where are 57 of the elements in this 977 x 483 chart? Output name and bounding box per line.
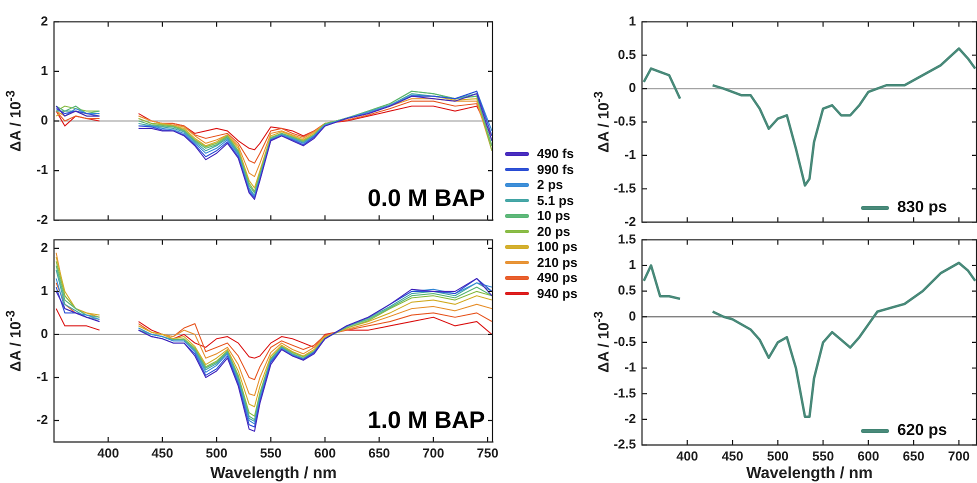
y-tick-label: -2 <box>36 212 48 227</box>
y-tick-label: -1 <box>36 162 48 178</box>
annotation: 0.0 M BAP <box>368 185 485 212</box>
x-tick-label: 550 <box>812 448 834 464</box>
y-tick-label: 1 <box>40 62 48 78</box>
x-tick-label: 450 <box>152 445 174 460</box>
y-tick-label: -2 <box>36 412 48 428</box>
legend-label: 5.1 ps <box>537 192 574 208</box>
y-tick-label: -1.5 <box>614 385 636 400</box>
legend-label: 20 ps <box>537 224 570 239</box>
legend-label: 620 ps <box>897 422 947 440</box>
y-tick-label: -0.5 <box>614 334 636 349</box>
y-tick-label: 1 <box>628 257 636 272</box>
x-tick-label: 500 <box>206 445 228 460</box>
y-tick-label: -1 <box>624 146 636 162</box>
y-tick-label: -1 <box>36 369 48 384</box>
x-tick-label: 400 <box>676 448 698 464</box>
y-tick-label: -2 <box>624 410 636 426</box>
y-tick-label: -0.5 <box>614 114 636 129</box>
y-tick-label: 2 <box>40 240 48 255</box>
x-tick-label: 600 <box>314 445 336 460</box>
legend-label: 490 fs <box>537 146 574 162</box>
y-tick-label: -2 <box>624 214 636 229</box>
legend-label: 940 ps <box>537 286 578 301</box>
x-tick-label: 600 <box>858 448 880 464</box>
x-tick-label: 400 <box>97 445 120 460</box>
y-tick-label: 1 <box>628 13 636 28</box>
y-tick-label: 1 <box>40 283 48 298</box>
legend-label: 10 ps <box>537 208 570 224</box>
y-tick-label: 2 <box>40 13 48 28</box>
x-tick-label: 650 <box>902 448 924 464</box>
y-tick-label: 1.5 <box>618 231 636 246</box>
legend-label: 210 ps <box>537 254 578 270</box>
y-tick-label: -1 <box>624 360 636 375</box>
y-tick-label: 0.5 <box>618 282 636 298</box>
x-tick-label: 500 <box>766 448 789 464</box>
annotation: 1.0 M BAP <box>368 407 485 434</box>
y-tick-label: 0.5 <box>618 46 636 62</box>
legend-label: 990 fs <box>537 162 574 177</box>
legend-label: 490 ps <box>537 270 578 286</box>
x-tick-label: 700 <box>422 445 444 460</box>
x-axis-title: Wavelength / nm <box>210 464 337 482</box>
x-tick-label: 650 <box>368 445 390 460</box>
y-tick-label: 0 <box>40 326 48 342</box>
y-tick-label: -1.5 <box>614 180 636 196</box>
y-tick-label: 0 <box>628 308 636 324</box>
x-tick-label: 450 <box>722 448 744 464</box>
y-tick-label: -2.5 <box>614 436 636 452</box>
y-tick-label: 0 <box>40 112 48 128</box>
legend-label: 830 ps <box>897 199 947 218</box>
x-tick-label: 550 <box>260 445 282 460</box>
x-axis-title: Wavelength / nm <box>746 464 873 482</box>
legend-label: 100 ps <box>537 239 578 254</box>
y-tick-label: 0 <box>628 80 636 96</box>
x-tick-label: 750 <box>476 445 498 460</box>
x-tick-label: 700 <box>948 448 970 464</box>
legend-label: 2 ps <box>537 177 564 192</box>
